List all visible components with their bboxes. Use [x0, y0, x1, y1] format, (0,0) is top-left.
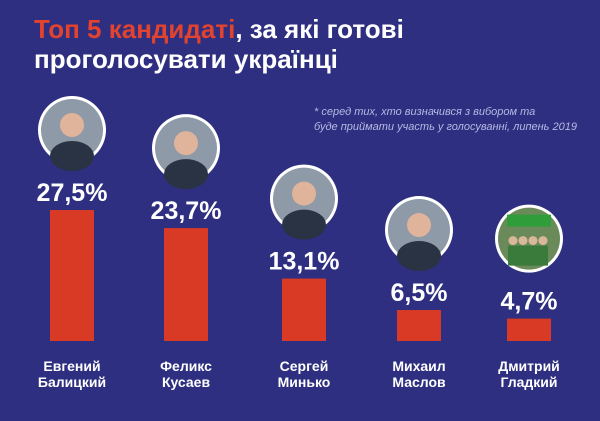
value-label: 13,1% — [269, 248, 340, 276]
page-title-line2: проголосувати українці — [34, 44, 338, 74]
candidate-first-name: Дмитрий — [498, 358, 560, 374]
head-icon — [292, 181, 316, 206]
candidate-first-name: Михаил — [392, 358, 445, 374]
person-body-icon — [538, 245, 548, 266]
bar — [282, 278, 326, 341]
shoulders-icon — [164, 159, 208, 190]
person-photo-icon — [385, 196, 453, 272]
person-photo-icon — [152, 114, 220, 190]
campaign-photo-icon — [495, 204, 563, 273]
bar — [50, 210, 94, 341]
person-body-icon — [528, 245, 538, 266]
candidate-last-name: Гладкий — [500, 374, 557, 390]
title-accent: Топ 5 кандидаті — [34, 14, 236, 44]
head-icon — [407, 213, 431, 238]
title-rest: , за які готові — [235, 14, 404, 44]
candidate-first-name: Феликс — [160, 358, 212, 374]
footnote-line2: буде приймати участь у голосуванні, липе… — [314, 121, 577, 133]
footnote-line1: * серед тих, хто визначився з вибором та — [314, 106, 536, 118]
person-head-icon — [528, 236, 538, 246]
bar — [397, 310, 441, 341]
shoulders-icon — [282, 209, 326, 240]
candidate-last-name: Балицкий — [38, 374, 106, 390]
page-title: Топ 5 кандидаті, за які готові — [34, 14, 404, 44]
shoulders-icon — [50, 141, 94, 171]
value-label: 27,5% — [37, 179, 108, 207]
head-icon — [174, 131, 198, 156]
shoulders-icon — [397, 241, 441, 272]
person-photo-icon — [270, 164, 338, 240]
value-label: 6,5% — [391, 279, 448, 307]
candidate-first-name: Евгений — [43, 358, 100, 374]
candidate-last-name: Маслов — [392, 374, 446, 390]
bar — [164, 228, 208, 341]
head-icon — [60, 113, 84, 137]
candidate-last-name: Минько — [278, 374, 331, 390]
person-body-icon — [518, 245, 528, 266]
person-photo-icon — [38, 96, 106, 171]
footnote: * серед тих, хто визначився з вибором та… — [314, 105, 584, 135]
person-head-icon — [508, 236, 518, 246]
value-label: 23,7% — [151, 197, 222, 225]
person-body-icon — [508, 245, 518, 266]
person-head-icon — [518, 236, 528, 246]
value-label: 4,7% — [501, 288, 558, 316]
candidate-last-name: Кусаев — [162, 374, 211, 390]
candidate-first-name: Сергей — [280, 358, 329, 374]
person-head-icon — [538, 236, 548, 246]
banner-icon — [507, 214, 551, 227]
bar — [507, 318, 551, 341]
